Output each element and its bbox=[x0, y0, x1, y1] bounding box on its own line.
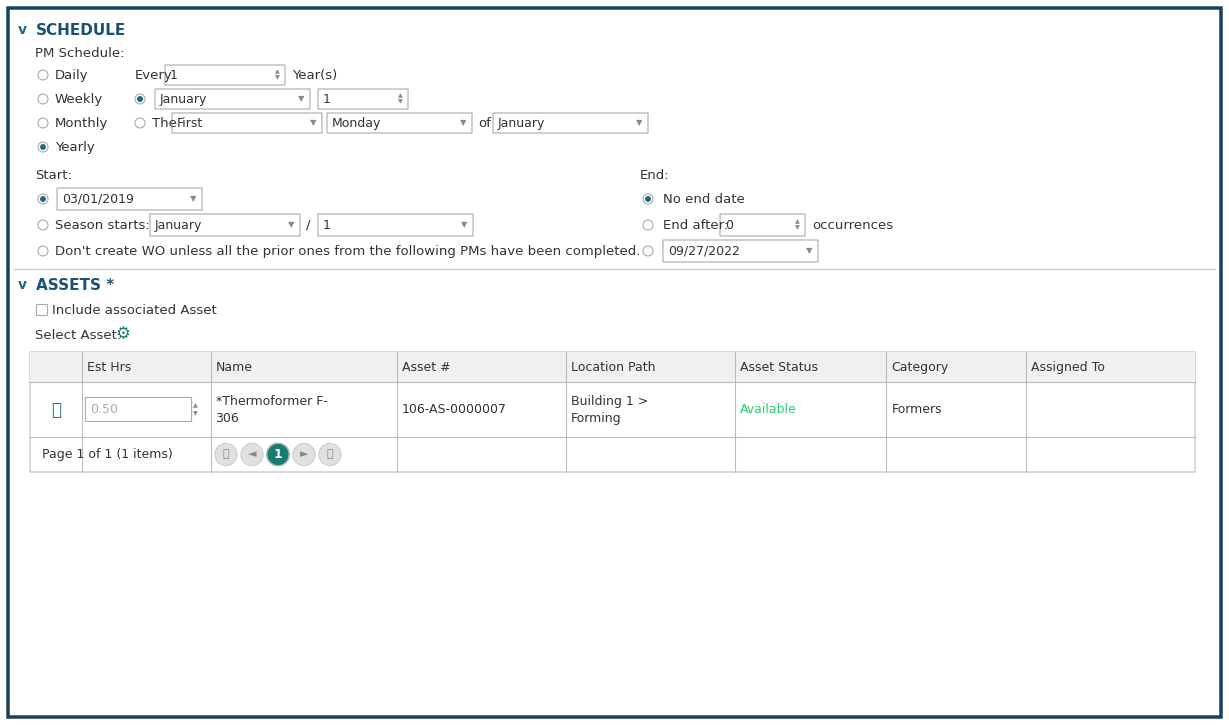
Text: ▼: ▼ bbox=[297, 94, 305, 104]
Text: ▲: ▲ bbox=[795, 220, 800, 225]
Text: ▼: ▼ bbox=[795, 225, 800, 231]
FancyBboxPatch shape bbox=[318, 89, 408, 109]
FancyBboxPatch shape bbox=[29, 352, 1195, 382]
FancyBboxPatch shape bbox=[29, 352, 1195, 472]
Text: 1: 1 bbox=[170, 68, 178, 81]
Text: Include associated Asset: Include associated Asset bbox=[52, 304, 216, 317]
Circle shape bbox=[293, 444, 315, 465]
Text: Year(s): Year(s) bbox=[293, 68, 337, 81]
Text: Yearly: Yearly bbox=[55, 141, 95, 154]
Text: 0: 0 bbox=[725, 218, 732, 231]
FancyBboxPatch shape bbox=[37, 304, 48, 315]
Text: Select Asset:: Select Asset: bbox=[34, 328, 122, 341]
FancyBboxPatch shape bbox=[172, 113, 322, 133]
Text: No end date: No end date bbox=[662, 193, 745, 205]
Text: Available: Available bbox=[740, 403, 796, 416]
Text: ⚙: ⚙ bbox=[116, 325, 130, 343]
Text: Name: Name bbox=[215, 360, 253, 373]
Text: v: v bbox=[17, 278, 27, 292]
Text: ▼: ▼ bbox=[635, 118, 643, 128]
Circle shape bbox=[41, 196, 45, 202]
Text: ▲: ▲ bbox=[275, 70, 280, 75]
Text: ASSETS *: ASSETS * bbox=[36, 278, 114, 292]
Text: Daily: Daily bbox=[55, 68, 88, 81]
FancyBboxPatch shape bbox=[86, 397, 192, 421]
FancyBboxPatch shape bbox=[720, 214, 805, 236]
FancyBboxPatch shape bbox=[150, 214, 300, 236]
FancyBboxPatch shape bbox=[9, 8, 1220, 717]
Text: 09/27/2022: 09/27/2022 bbox=[669, 244, 740, 257]
Text: Building 1 >
Forming: Building 1 > Forming bbox=[571, 394, 648, 425]
Text: Start:: Start: bbox=[34, 168, 71, 181]
Text: First: First bbox=[177, 117, 203, 130]
Circle shape bbox=[320, 444, 340, 465]
Text: 1: 1 bbox=[323, 218, 331, 231]
Text: Monthly: Monthly bbox=[55, 117, 108, 130]
Text: The: The bbox=[152, 117, 177, 130]
FancyBboxPatch shape bbox=[155, 89, 310, 109]
Text: 0.50: 0.50 bbox=[91, 403, 118, 416]
Text: Weekly: Weekly bbox=[55, 93, 103, 106]
Text: of: of bbox=[478, 117, 490, 130]
Text: ▼: ▼ bbox=[310, 118, 317, 128]
Text: Don't create WO unless all the prior ones from the following PMs have been compl: Don't create WO unless all the prior one… bbox=[55, 244, 640, 257]
FancyBboxPatch shape bbox=[318, 214, 473, 236]
Text: ▼: ▼ bbox=[190, 194, 197, 204]
Text: occurrences: occurrences bbox=[812, 218, 893, 231]
Text: ▼: ▼ bbox=[461, 220, 467, 230]
Text: Assigned To: Assigned To bbox=[1031, 360, 1105, 373]
Circle shape bbox=[138, 96, 143, 102]
Text: Category: Category bbox=[891, 360, 949, 373]
Text: /: / bbox=[306, 218, 311, 231]
Text: ▲: ▲ bbox=[193, 403, 198, 408]
Text: Formers: Formers bbox=[891, 403, 941, 416]
Text: PM Schedule:: PM Schedule: bbox=[34, 46, 124, 59]
Text: Season starts:: Season starts: bbox=[55, 218, 150, 231]
Text: ⏮: ⏮ bbox=[222, 450, 230, 460]
Circle shape bbox=[267, 444, 289, 465]
Text: Asset #: Asset # bbox=[402, 360, 451, 373]
Text: End after:: End after: bbox=[662, 218, 729, 231]
Text: January: January bbox=[498, 117, 546, 130]
Text: Asset Status: Asset Status bbox=[740, 360, 817, 373]
Text: January: January bbox=[160, 93, 208, 106]
Text: Page 1 of 1 (1 items): Page 1 of 1 (1 items) bbox=[42, 448, 173, 461]
Text: Location Path: Location Path bbox=[571, 360, 655, 373]
Text: 106-AS-0000007: 106-AS-0000007 bbox=[402, 403, 508, 416]
Text: ▼: ▼ bbox=[288, 220, 295, 230]
Text: Every: Every bbox=[135, 68, 173, 81]
FancyBboxPatch shape bbox=[57, 188, 202, 210]
Text: 1: 1 bbox=[323, 93, 331, 106]
FancyBboxPatch shape bbox=[327, 113, 472, 133]
Text: ▼: ▼ bbox=[460, 118, 467, 128]
Text: ►: ► bbox=[300, 450, 308, 460]
Text: ▼: ▼ bbox=[275, 75, 280, 80]
FancyBboxPatch shape bbox=[662, 240, 819, 262]
Text: ◄: ◄ bbox=[248, 450, 257, 460]
Text: 03/01/2019: 03/01/2019 bbox=[61, 193, 134, 205]
Text: 1: 1 bbox=[274, 448, 283, 461]
Circle shape bbox=[41, 145, 45, 149]
Text: Monday: Monday bbox=[332, 117, 381, 130]
Text: ▼: ▼ bbox=[806, 247, 812, 255]
Text: End:: End: bbox=[640, 168, 670, 181]
Text: v: v bbox=[17, 23, 27, 37]
Text: ▼: ▼ bbox=[193, 411, 198, 416]
FancyBboxPatch shape bbox=[165, 65, 285, 85]
Text: SCHEDULE: SCHEDULE bbox=[36, 22, 127, 38]
Text: ▼: ▼ bbox=[398, 99, 403, 104]
Circle shape bbox=[215, 444, 237, 465]
Circle shape bbox=[241, 444, 263, 465]
Text: 🗑: 🗑 bbox=[52, 400, 61, 418]
Circle shape bbox=[645, 196, 650, 202]
Text: ▲: ▲ bbox=[398, 94, 403, 99]
Text: January: January bbox=[155, 218, 203, 231]
Text: *Thermoformer F-
306: *Thermoformer F- 306 bbox=[215, 394, 327, 425]
Text: ⏭: ⏭ bbox=[327, 450, 333, 460]
FancyBboxPatch shape bbox=[493, 113, 648, 133]
Text: Est Hrs: Est Hrs bbox=[87, 360, 132, 373]
